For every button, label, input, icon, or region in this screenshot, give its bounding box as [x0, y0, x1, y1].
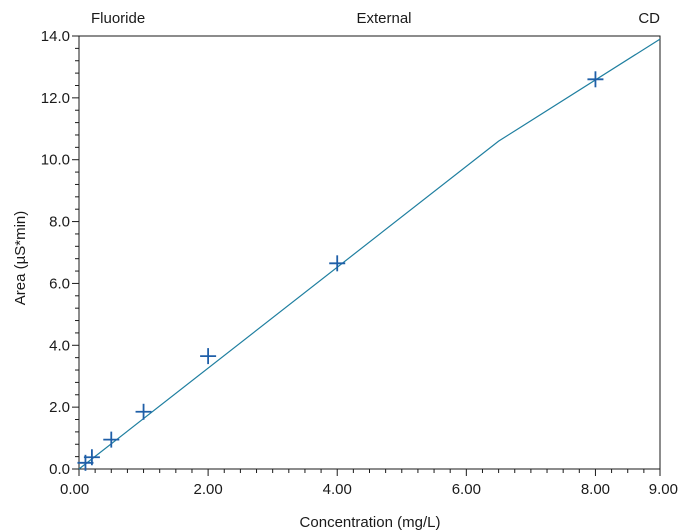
data-point-marker: [135, 403, 152, 420]
x-tick-label: 2.00: [194, 481, 223, 498]
x-tick-label: 6.00: [452, 481, 481, 498]
y-tick-label: 8.0: [49, 214, 70, 231]
data-point-marker: [329, 255, 346, 272]
x-tick-label: 9.00: [649, 481, 678, 498]
y-tick-label: 6.0: [49, 275, 70, 292]
x-tick-label: 8.00: [581, 481, 610, 498]
header-left-label: Fluoride: [91, 10, 145, 27]
data-point-marker: [587, 71, 604, 88]
y-axis-label: Area (µS*min): [12, 211, 29, 306]
x-axis-label: Concentration (mg/L): [300, 514, 441, 531]
data-point-marker: [83, 449, 100, 466]
header-right-label: CD: [638, 10, 660, 27]
y-tick-label: 2.0: [49, 399, 70, 416]
ticks: 0.0 2.0 4.0 6.0 8.0 10.0 12.0 14.0 0.00 2.00 4.00 6…: [41, 28, 678, 498]
plot-area: [77, 38, 661, 471]
data-point-marker: [200, 348, 217, 365]
plot-frame: [78, 35, 661, 470]
header-center-label: External: [356, 10, 411, 27]
y-tick-label: 4.0: [49, 337, 70, 354]
data-point-marker: [103, 431, 120, 448]
axes: [78, 35, 661, 470]
y-tick-label: 0.0: [49, 461, 70, 478]
y-tick-label: 14.0: [41, 28, 70, 45]
x-tick-label: 0.00: [60, 481, 89, 498]
x-tick-label: 4.00: [323, 481, 352, 498]
calibration-curve: [78, 38, 661, 470]
y-tick-label: 12.0: [41, 90, 70, 107]
y-tick-label: 10.0: [41, 152, 70, 169]
